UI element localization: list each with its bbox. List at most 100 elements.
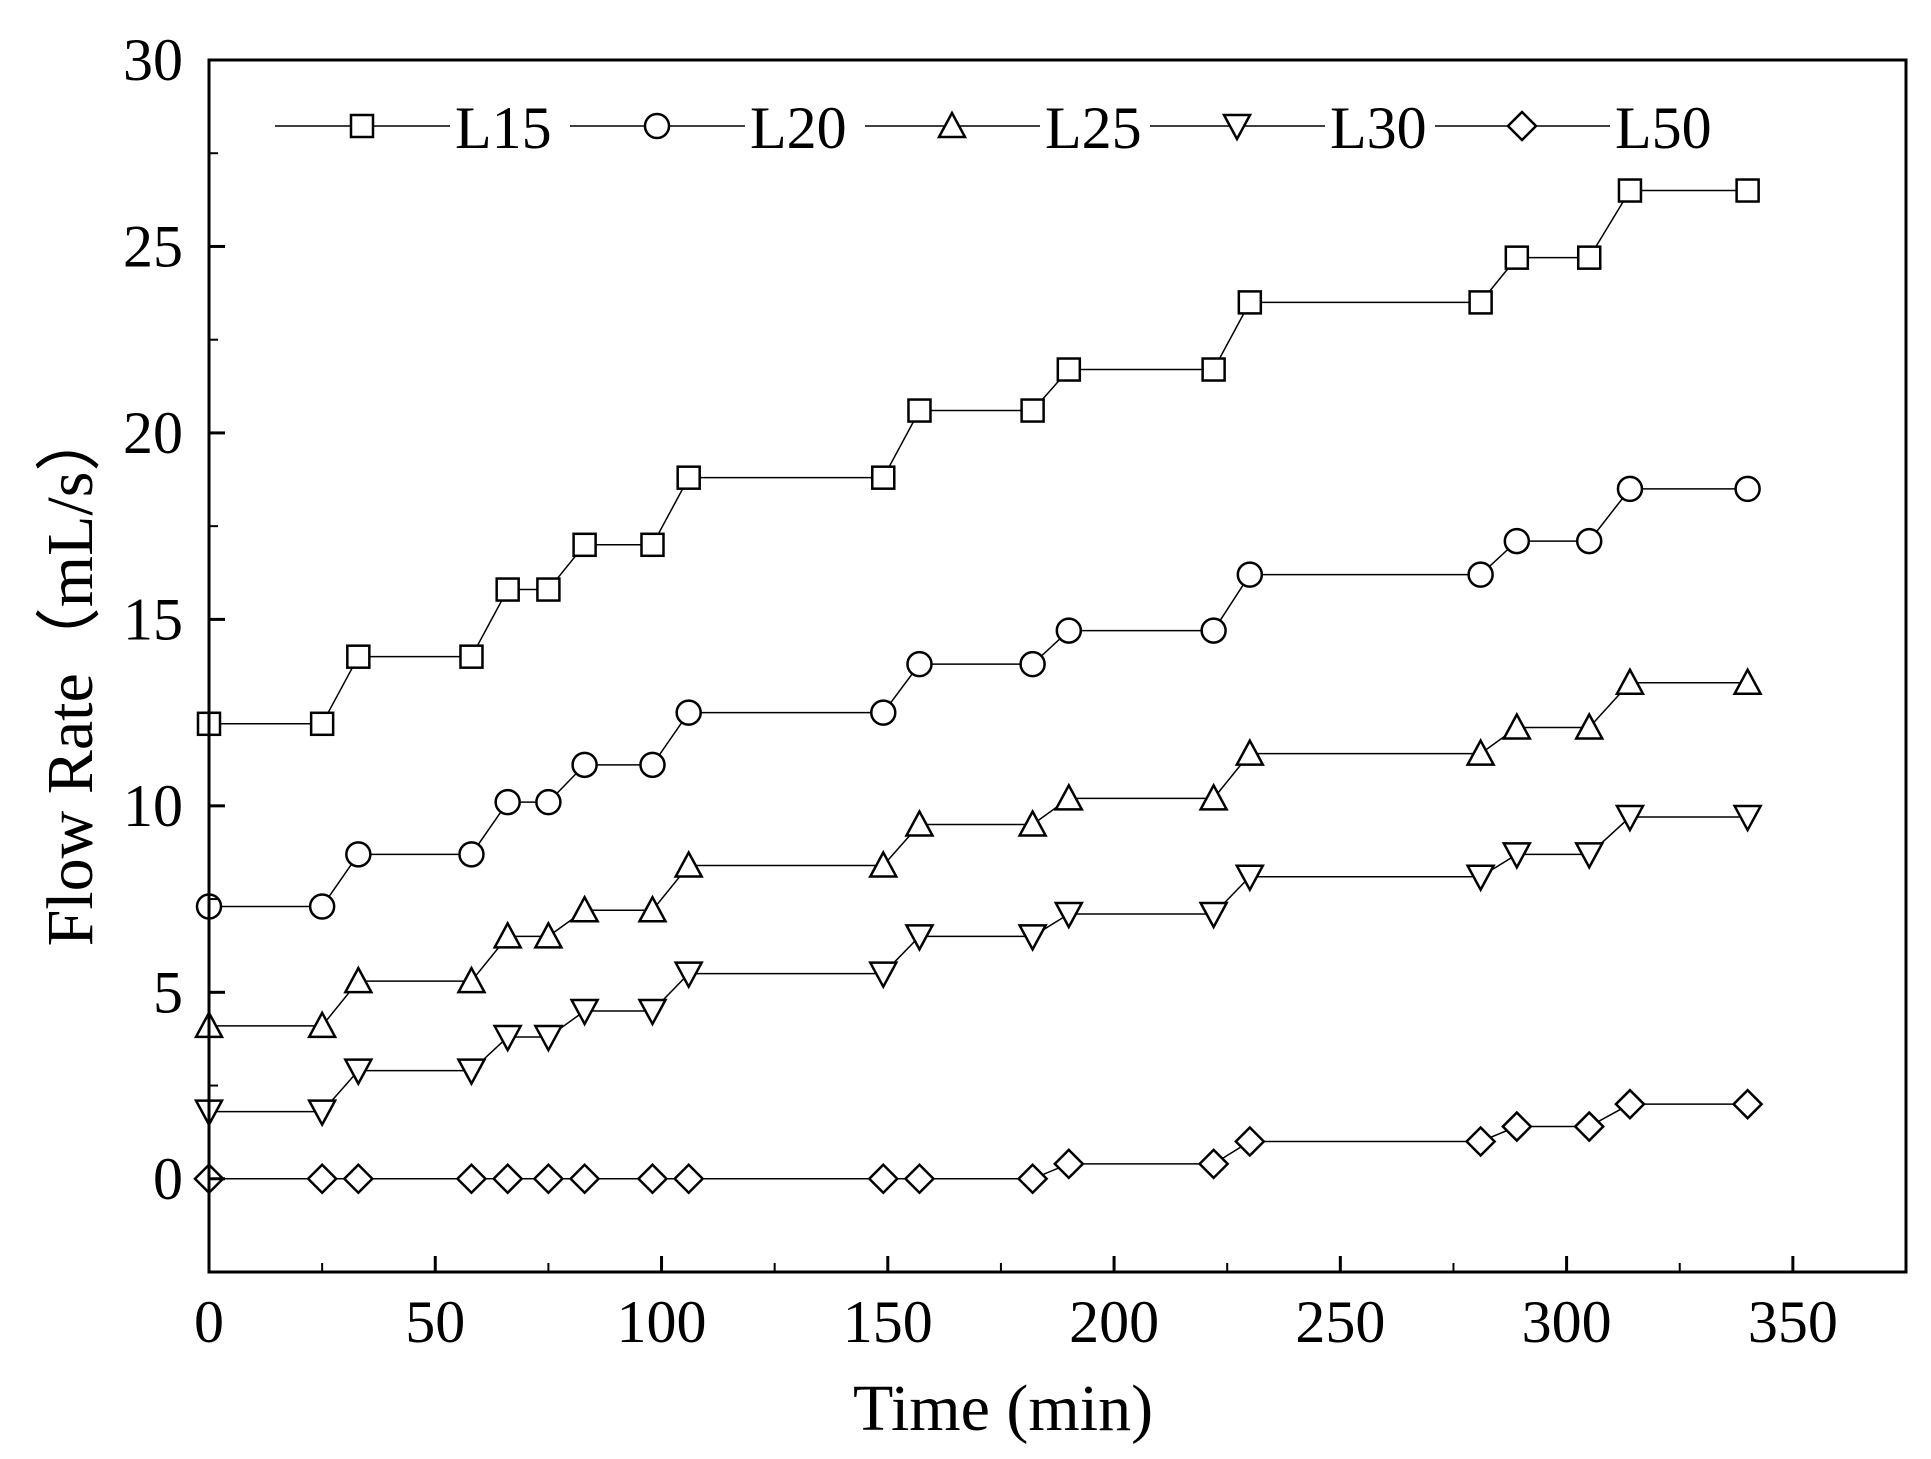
legend-entry-l50: L50 [1435,95,1712,161]
data-point-l30 [456,1058,487,1087]
data-point-l25 [637,894,668,923]
x-axis-title: Time (min) [853,1372,1153,1445]
data-point-l15 [536,577,561,602]
data-point-l30 [569,998,600,1027]
data-point-l30 [307,1099,338,1128]
y-tick-label: 20 [123,400,183,466]
data-point-l30 [533,1024,564,1053]
data-point-l25 [673,849,704,878]
data-point-l20 [1575,527,1603,555]
series-l25 [193,667,1763,1039]
data-point-l25 [1198,782,1229,811]
data-point-l20 [1019,650,1046,678]
data-point-l30 [1574,842,1605,870]
data-point-l25 [1053,782,1084,811]
legend-marker-l20 [643,112,671,140]
data-point-l25 [1574,711,1605,740]
legend-entry-l15: L15 [275,95,552,161]
legend-entry-l20: L20 [570,95,847,161]
data-point-l30 [868,961,899,990]
legend-marker-l50 [1506,110,1538,142]
legend-label-l20: L20 [750,95,847,161]
data-point-l20 [1236,561,1264,588]
data-point-l20 [345,841,372,868]
data-point-l30 [637,998,668,1027]
data-point-l50 [636,1163,669,1195]
x-tick-label: 350 [1748,1289,1838,1355]
legend-marker-l25 [936,110,968,139]
data-point-l30 [904,924,935,952]
legend-marker-l30 [1221,113,1253,142]
data-point-l30 [1614,804,1646,833]
data-point-l30 [1017,924,1048,952]
data-point-l30 [1465,864,1496,893]
y-tick-label: 5 [153,959,183,1025]
y-tick-label: 0 [153,1146,183,1212]
data-point-l20 [1200,617,1227,644]
data-point-l50 [1501,1110,1533,1143]
y-tick-label: 30 [123,27,183,93]
data-point-l50 [568,1163,601,1195]
x-tick-label: 200 [1069,1289,1159,1355]
data-point-l20 [1467,561,1494,588]
data-point-l20 [1734,475,1761,503]
data-point-l25 [868,849,899,878]
data-point-l50 [532,1163,565,1195]
y-tick-label: 25 [123,213,183,279]
legend-entry-l25: L25 [865,95,1142,161]
data-point-l25 [1614,667,1646,696]
data-point-l50 [1053,1148,1085,1180]
y-tick-label: 15 [123,586,183,652]
data-point-l15 [640,532,665,558]
plot-frame [207,58,1908,1274]
data-point-l15 [346,644,371,669]
data-point-l30 [673,961,704,990]
data-point-l20 [458,841,485,868]
legend-label-l25: L25 [1045,95,1142,161]
data-point-l15 [1468,290,1493,315]
data-point-l25 [1465,738,1496,766]
data-point-l20 [1055,617,1083,644]
data-point-l15 [1201,357,1226,382]
data-point-l50 [1234,1125,1266,1158]
axis-layer: 0 50 100 150 200 250 300 350 0 5 10 15 20 25 30 [123,27,1908,1355]
x-tick-label: 150 [843,1289,933,1355]
data-point-l50 [1573,1110,1605,1143]
data-point-l15 [1504,245,1530,270]
data-point-l30 [492,1024,523,1053]
data-point-l50 [1464,1125,1497,1158]
y-tick-label: 10 [123,773,183,839]
data-point-l50 [306,1163,338,1195]
data-point-l50 [342,1163,375,1195]
series-l30 [193,804,1763,1128]
data-point-l50 [491,1163,524,1195]
data-point-l25 [1234,738,1265,766]
data-point-l25 [456,965,487,994]
legend-marker-l15 [349,113,375,139]
data-point-l25 [1501,711,1532,740]
data-point-l15 [1617,178,1643,203]
data-point-l50 [455,1163,488,1195]
legend-label-l50: L50 [1615,95,1712,161]
data-point-l20 [906,650,933,678]
data-point-l20 [308,893,336,920]
data-point-l50 [1016,1163,1049,1195]
x-tick-label: 50 [405,1289,465,1355]
x-tick-label: 0 [194,1289,224,1355]
data-point-l25 [307,1010,338,1039]
data-point-l25 [1017,808,1048,837]
data-point-l20 [870,699,897,726]
data-point-l30 [1501,842,1532,870]
y-axis-title: Flow Rate（mL/s） [34,406,107,947]
data-point-l20 [675,699,702,726]
series-line-l15 [209,189,1748,725]
data-point-l15 [871,465,896,490]
data-point-l30 [1234,864,1265,893]
data-point-l15 [1735,178,1760,203]
data-point-l25 [343,965,374,994]
data-point-l50 [1197,1148,1230,1180]
data-point-l15 [495,577,520,602]
data-point-l30 [343,1058,374,1087]
data-point-l15 [907,398,932,423]
